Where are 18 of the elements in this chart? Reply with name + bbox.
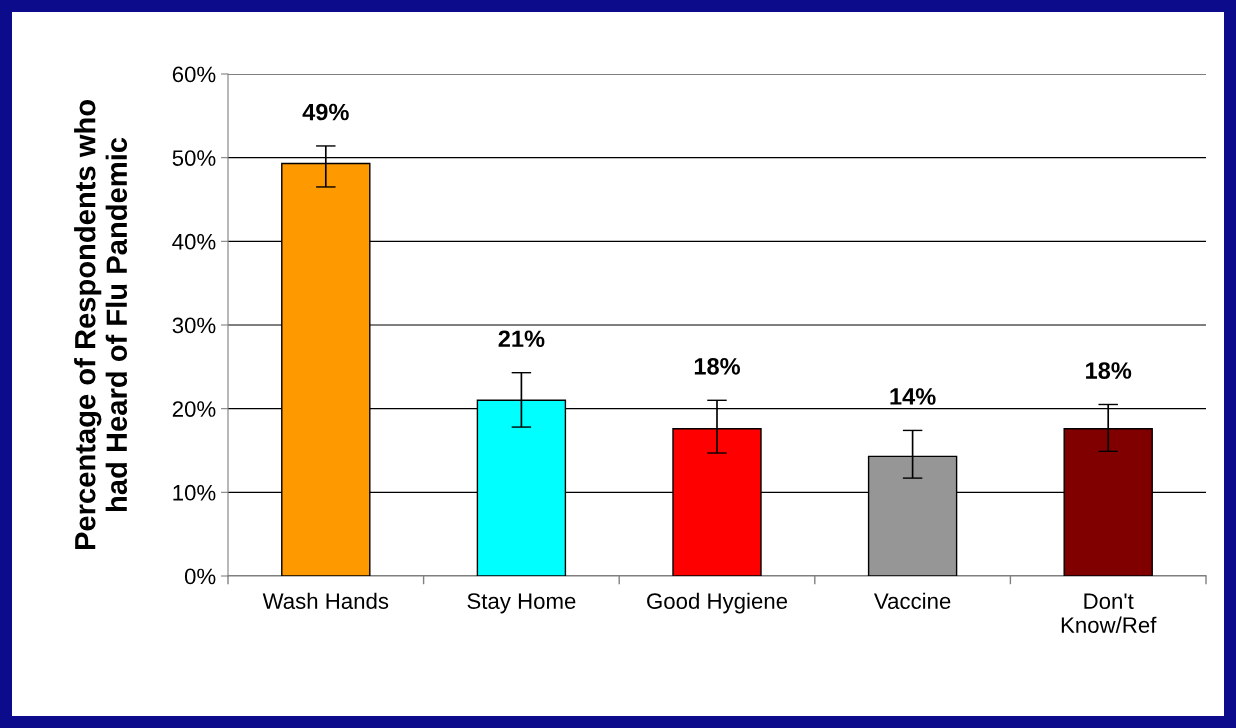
x-tick-label: Wash Hands	[262, 592, 389, 609]
y-tick-label: 20%	[172, 401, 216, 417]
x-tick-label: Stay Home	[467, 593, 576, 614]
y-tick-label: 10%	[173, 484, 216, 501]
data-label: 14%	[890, 388, 936, 405]
y-tick-label: 50%	[172, 150, 216, 166]
x-tick-label: Don't Know/Ref	[1061, 593, 1157, 633]
y-tick-label: 60%	[172, 66, 216, 83]
y-axis-title: Percentage of Respondents who had Heard of Flu Pandemic	[74, 100, 128, 550]
y-tick-label: 0%	[184, 568, 216, 585]
y-tick-label: 30%	[172, 317, 216, 334]
x-tick-label: Vaccine	[873, 592, 951, 609]
data-label: 49%	[302, 103, 349, 121]
y-tick-label: 40%	[172, 233, 216, 250]
x-tick-label: Good Hygiene	[647, 592, 788, 614]
data-label: 18%	[1086, 362, 1132, 379]
data-label: 21%	[498, 330, 545, 348]
data-label: 18%	[694, 358, 741, 375]
